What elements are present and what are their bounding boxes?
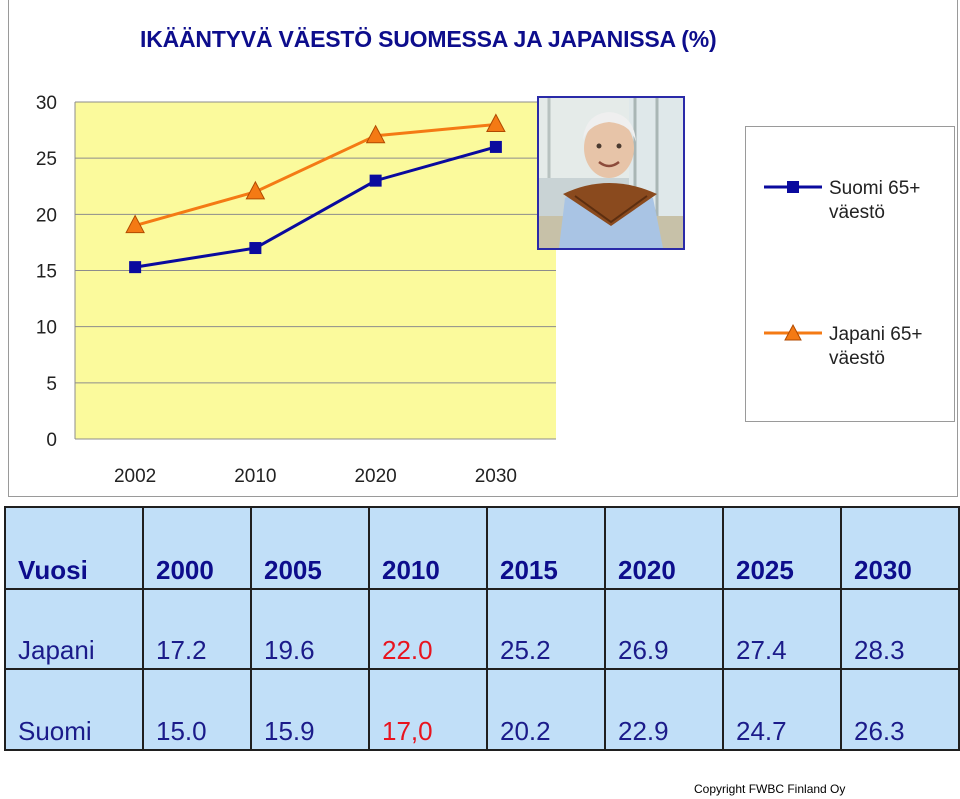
header-cell: 2020	[604, 506, 724, 590]
y-tick-label: 5	[46, 374, 57, 395]
table-cell: 27.4	[722, 588, 842, 670]
line-chart: 0 5 10 15 20 25 30 2002 2010 2020 2030	[36, 93, 556, 487]
x-tick-label: 2010	[234, 466, 276, 487]
chart-legend: Suomi 65+ väestö Japani 65+ väestö	[745, 126, 955, 422]
table-row-suomi: Suomi 15.0 15.9 17,0 20.2 22.9 24.7 26.3	[4, 668, 960, 751]
table-cell: 26.3	[840, 668, 960, 751]
table-row-japani: Japani 17.2 19.6 22.0 25.2 26.9 27.4 28.…	[4, 588, 960, 670]
photo-illustration-icon	[539, 98, 683, 248]
data-point-japani	[125, 214, 145, 234]
y-tick-label: 15	[36, 262, 57, 283]
table-cell: 26.9	[604, 588, 724, 670]
header-cell: 2025	[722, 506, 842, 590]
table-cell: 15.9	[250, 668, 370, 751]
legend-square-marker-icon	[764, 181, 822, 193]
legend-triangle-marker-icon	[764, 323, 822, 341]
table-cell: 19.6	[250, 588, 370, 670]
chart-title: IKÄÄNTYVÄ VÄESTÖ SUOMESSA JA JAPANISSA (…	[140, 26, 717, 52]
table-cell-highlight: 17,0	[368, 668, 488, 751]
table-cell: 28.3	[840, 588, 960, 670]
row-label: Japani	[4, 588, 144, 670]
x-tick-label: 2002	[114, 466, 156, 487]
y-tick-label: 30	[36, 93, 57, 114]
copyright-text: Copyright FWBC Finland Oy	[694, 782, 846, 796]
series-line-suomi	[134, 145, 497, 269]
header-cell: 2000	[142, 506, 252, 590]
header-cell: 2010	[368, 506, 488, 590]
table-cell: 22.9	[604, 668, 724, 751]
table-cell: 24.7	[722, 668, 842, 751]
data-point-suomi	[129, 261, 142, 274]
series-line-japani	[134, 122, 497, 228]
data-point-japani	[245, 180, 266, 200]
data-table: Vuosi 2000 2005 2010 2015 2020 2025 2030…	[4, 506, 960, 751]
header-cell: 2005	[250, 506, 370, 590]
data-point-suomi	[369, 174, 382, 187]
table-cell: 25.2	[486, 588, 606, 670]
table-cell-highlight: 22.0	[368, 588, 488, 670]
data-point-japani	[365, 124, 386, 144]
table-cell: 17.2	[142, 588, 252, 670]
elderly-woman-photo	[537, 96, 685, 250]
data-point-suomi	[249, 242, 262, 255]
y-tick-label: 10	[36, 318, 57, 339]
legend-label-japani: Japani 65+ väestö	[829, 324, 923, 369]
table-cell: 15.0	[142, 668, 252, 751]
x-tick-label: 2030	[475, 466, 517, 487]
data-point-japani	[486, 113, 506, 132]
x-tick-label: 2020	[354, 466, 396, 487]
header-cell: 2015	[486, 506, 606, 590]
header-cell: Vuosi	[4, 506, 144, 590]
y-tick-label: 0	[46, 430, 57, 451]
data-point-suomi	[489, 140, 502, 153]
y-tick-label: 25	[36, 149, 57, 170]
row-label: Suomi	[4, 668, 144, 751]
y-tick-label: 20	[36, 205, 57, 226]
legend-label-suomi: Suomi 65+ väestö	[829, 178, 921, 223]
table-cell: 20.2	[486, 668, 606, 751]
header-cell: 2030	[840, 506, 960, 590]
table-header-row: Vuosi 2000 2005 2010 2015 2020 2025 2030	[4, 506, 960, 590]
